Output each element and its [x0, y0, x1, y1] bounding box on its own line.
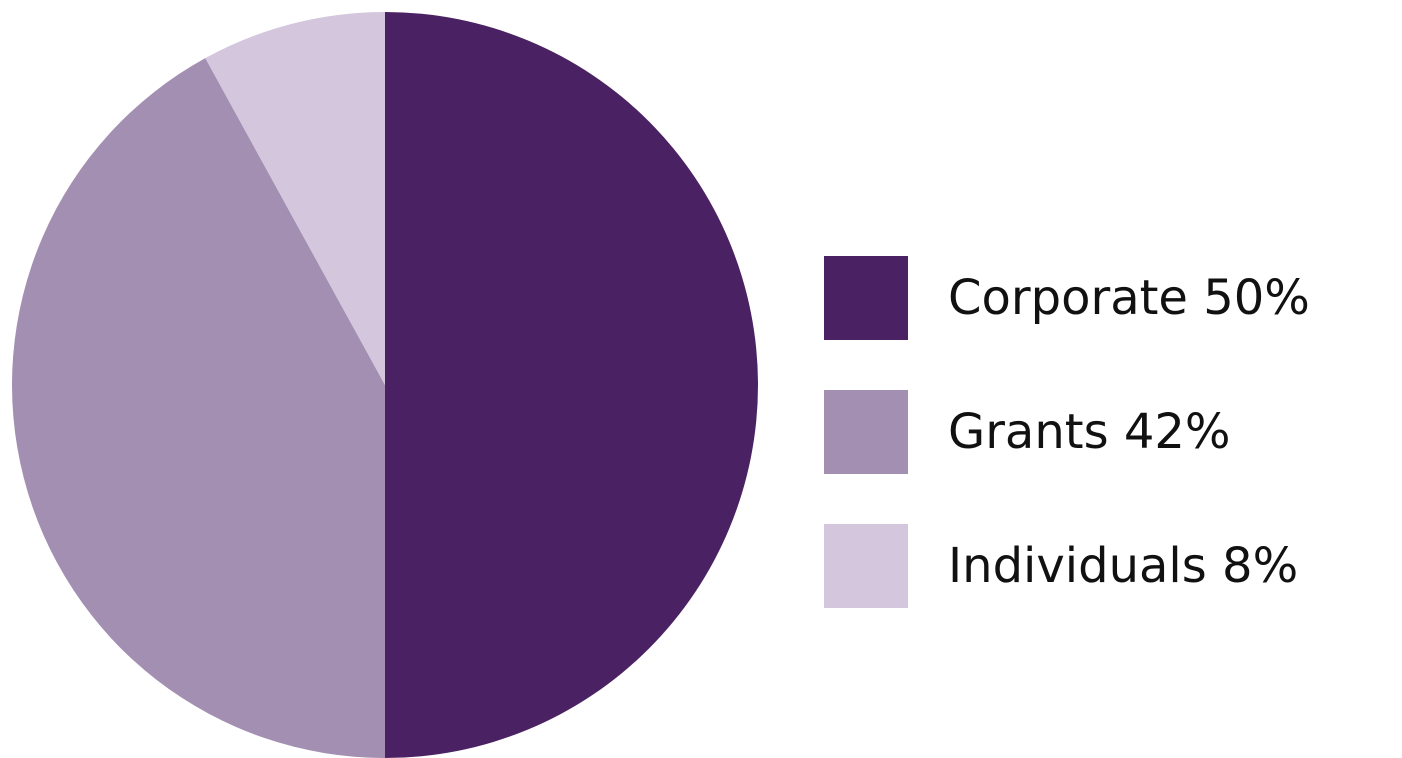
- legend: Corporate 50% Grants 42% Individuals 8%: [824, 256, 1394, 608]
- legend-label-individuals: Individuals 8%: [948, 538, 1299, 594]
- legend-swatch-corporate: [824, 256, 908, 340]
- legend-label-grants: Grants 42%: [948, 404, 1231, 460]
- legend-swatch-grants: [824, 390, 908, 474]
- legend-swatch-individuals: [824, 524, 908, 608]
- pie-slice-corporate: [385, 12, 758, 758]
- pie-slice-individuals: [205, 12, 385, 385]
- legend-item-grants: Grants 42%: [824, 390, 1394, 474]
- legend-item-corporate: Corporate 50%: [824, 256, 1394, 340]
- legend-item-individuals: Individuals 8%: [824, 524, 1394, 608]
- pie-slice-grants: [11, 58, 386, 758]
- legend-label-corporate: Corporate 50%: [948, 270, 1310, 326]
